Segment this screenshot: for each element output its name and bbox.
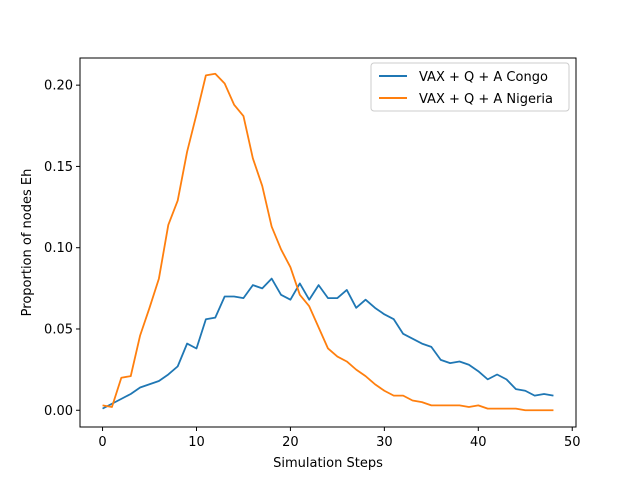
legend-label-nigeria: VAX + Q + A Nigeria [419, 92, 553, 107]
x-tick-label: 40 [470, 435, 487, 450]
x-tick-label: 20 [282, 435, 299, 450]
x-axis-ticks: 0 10 20 30 40 50 [98, 427, 581, 450]
y-tick-label: 0.00 [44, 404, 73, 419]
y-tick-label: 0.10 [44, 241, 73, 256]
y-axis-label: Proportion of nodes Eh [20, 169, 35, 317]
series-line-nigeria [102, 72, 554, 412]
y-axis-ticks: 0.00 0.05 0.10 0.15 0.20 [44, 79, 80, 419]
x-axis-label: Simulation Steps [273, 456, 383, 471]
legend-box [370, 62, 570, 112]
legend-label-congo: VAX + Q + A Congo [419, 70, 548, 85]
series-line-congo [102, 277, 554, 410]
y-tick-label: 0.15 [44, 160, 73, 175]
legend: VAX + Q + A Congo VAX + Q + A Nigeria [370, 62, 570, 112]
series-layer [102, 72, 554, 412]
x-tick-label: 0 [98, 435, 106, 450]
x-tick-label: 30 [376, 435, 393, 450]
y-tick-label: 0.05 [44, 322, 73, 337]
x-tick-label: 10 [188, 435, 205, 450]
y-tick-label: 0.20 [44, 79, 73, 94]
x-tick-label: 50 [564, 435, 581, 450]
plot-area-frame [79, 57, 577, 428]
